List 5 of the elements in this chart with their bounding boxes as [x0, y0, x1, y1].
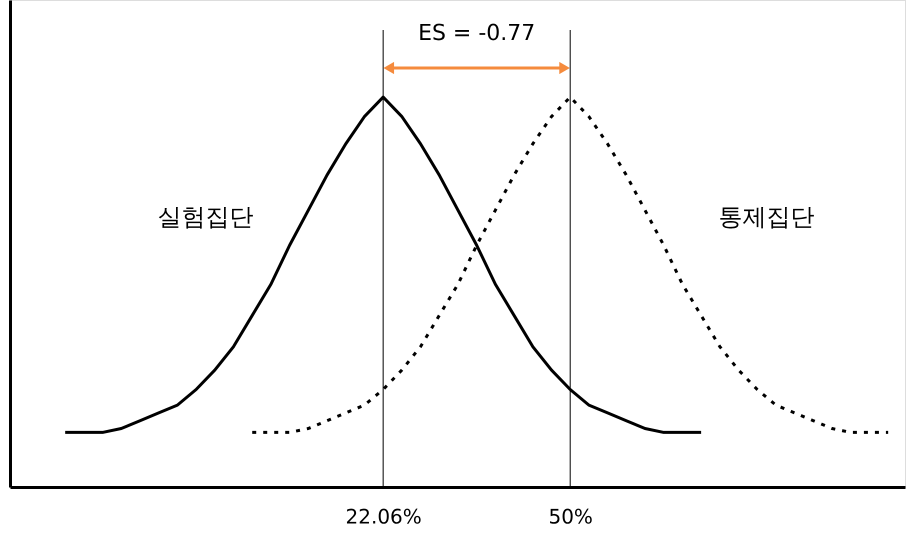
x-tick-label: 22.06%: [346, 504, 422, 528]
series-label: 실험집단: [157, 203, 254, 231]
text: 통제집단: [718, 203, 815, 231]
x-tick-label: 50%: [548, 504, 593, 528]
text: ES = -0.77: [418, 21, 536, 46]
